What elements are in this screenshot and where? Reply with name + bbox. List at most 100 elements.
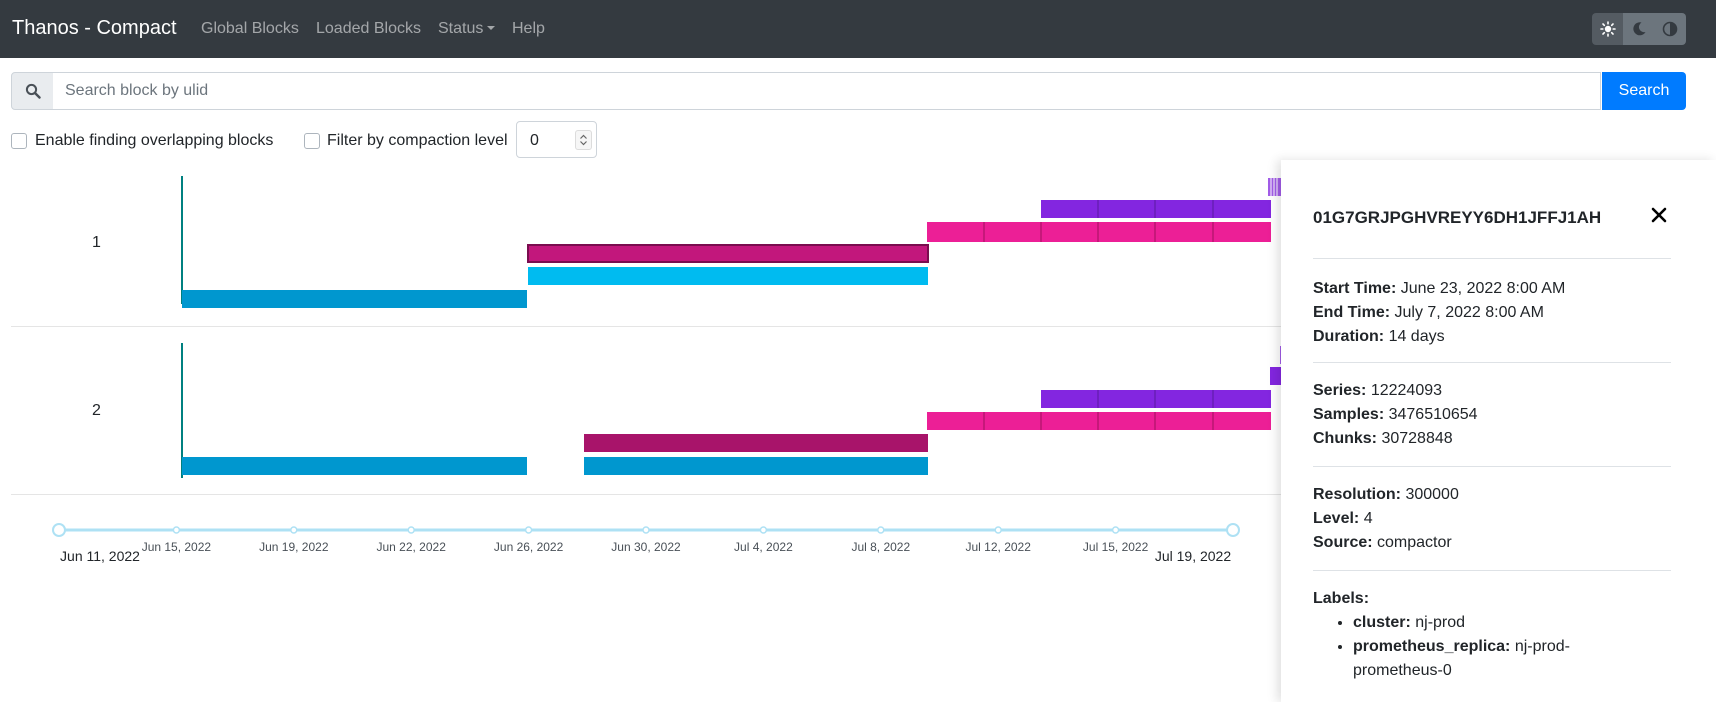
resolution-row: Resolution: 300000 [1313,483,1459,507]
block-bar[interactable] [182,457,527,475]
range-start-label: Jun 11, 2022 [60,548,140,564]
row-label: 2 [92,402,101,419]
duration-label: Duration: [1313,328,1385,345]
block-bar[interactable] [1041,200,1271,218]
compaction-checkbox[interactable] [304,133,320,149]
stats-info: Series: 12224093 Samples: 3476510654 Chu… [1313,379,1478,451]
axis-tick-mark [290,526,298,534]
overlap-checkbox[interactable] [11,133,27,149]
row-divider [11,494,1291,495]
axis-tick-label: Jul 12, 2022 [966,540,1032,554]
duration-row: Duration: 14 days [1313,325,1565,349]
meta-info: Resolution: 300000 Level: 4 Source: comp… [1313,483,1459,555]
label-value: nj-prod-prometheus-0 [1353,638,1570,679]
series-row: Series: 12224093 [1313,379,1478,403]
axis-tick-label: Jun 19, 2022 [259,540,329,554]
divider [1313,362,1671,363]
nav-help[interactable]: Help [512,20,545,37]
end-time-label: End Time: [1313,304,1391,321]
axis-tick-mark [524,526,533,534]
block-bar[interactable] [584,434,928,452]
series-value: 12224093 [1370,382,1443,399]
theme-dark-button[interactable] [1623,13,1654,45]
axis-tick-mark [877,526,885,534]
search-button[interactable]: Search [1602,72,1686,110]
samples-row: Samples: 3476510654 [1313,403,1478,427]
block-bar-group [927,412,1271,430]
row-label: 1 [92,234,101,251]
labels-info: Labels: cluster: nj-prod prometheus_repl… [1313,587,1583,683]
source-value: compactor [1377,534,1452,551]
series-label: Series: [1313,382,1367,399]
range-end-handle[interactable] [1226,523,1240,537]
axis-tick-label: Jun 30, 2022 [611,540,681,554]
resolution-label: Resolution: [1313,486,1401,503]
block-bar-selected[interactable] [527,244,929,263]
block-bar[interactable] [584,457,928,475]
compaction-level-stepper[interactable]: 0 [516,121,597,158]
moon-icon [1632,22,1645,36]
block-bar-group [1041,390,1271,408]
blocks-timeline: 1 2 [0,168,1291,568]
divider [1313,570,1671,571]
up-down-arrows-icon [580,134,587,146]
overlap-label[interactable]: Enable finding overlapping blocks [35,132,274,149]
samples-label: Samples: [1313,406,1385,423]
theme-light-button[interactable] [1592,13,1623,45]
chunks-row: Chunks: 30728848 [1313,427,1478,451]
block-bar[interactable] [927,222,1271,242]
label-key: prometheus_replica: [1353,638,1511,655]
axis-tick-label: Jul 8, 2022 [851,540,910,554]
block-bar-group [927,222,1271,242]
axis-tick-mark [642,526,650,534]
axis-tick-label: Jun 26, 2022 [494,540,564,554]
row-marker [181,343,183,478]
block-bar[interactable] [528,267,928,285]
labels-list: cluster: nj-prod prometheus_replica: nj-… [1313,611,1583,683]
block-bar[interactable] [182,290,527,308]
row-marker [181,176,183,304]
end-time-row: End Time: July 7, 2022 8:00 AM [1313,301,1565,325]
axis-tick-label: Jun 15, 2022 [142,540,212,554]
nav-loaded-blocks[interactable]: Loaded Blocks [316,20,421,37]
stepper-arrows[interactable] [575,130,592,150]
range-start-handle[interactable] [52,523,66,537]
axis-ticks: Jun 15, 2022 Jun 19, 2022 Jun 22, 2022 Jun … [142,526,1149,554]
row-divider [11,326,1291,327]
compaction-label[interactable]: Filter by compaction level [327,132,508,149]
theme-toggle-group [1592,13,1686,45]
axis-tick-mark [407,526,415,534]
axis-tick-mark [172,526,181,534]
level-value: 4 [1363,510,1373,527]
chevron-down-icon [487,26,496,30]
navbar: Thanos - Compact Global Blocks Loaded Bl… [0,0,1716,58]
close-button[interactable] [1646,202,1672,228]
block-id-title: 01G7GRJPGHVREYY6DH1JFFJ1AH [1313,208,1602,227]
samples-value: 3476510654 [1388,406,1478,423]
nav-global-blocks[interactable]: Global Blocks [201,20,299,37]
search-icon [25,83,41,99]
label-key: cluster: [1353,614,1411,631]
contrast-icon [1662,21,1678,37]
nav-status-label: Status [438,20,484,37]
axis-tick-mark [994,526,1002,534]
search-bar: Search [11,72,1686,110]
time-info: Start Time: June 23, 2022 8:00 AM End Ti… [1313,277,1565,349]
block-bar[interactable] [1041,390,1271,408]
axis-tick-label: Jul 4, 2022 [734,540,793,554]
close-icon [1651,207,1667,223]
range-end-label: Jul 19, 2022 [1155,548,1231,564]
block-details-panel: 01G7GRJPGHVREYY6DH1JFFJ1AH Start Time: J… [1281,160,1716,702]
label-item: cluster: nj-prod [1353,611,1583,635]
start-time-row: Start Time: June 23, 2022 8:00 AM [1313,277,1565,301]
block-bar[interactable] [927,412,1271,430]
app-brand[interactable]: Thanos - Compact [12,17,177,39]
search-addon [11,72,54,110]
search-input[interactable] [53,72,1601,110]
theme-auto-button[interactable] [1654,13,1686,45]
sun-icon [1599,21,1616,37]
divider [1313,466,1671,467]
block-bar-group [1041,200,1271,218]
nav-status-dropdown[interactable]: Status [438,20,496,38]
resolution-value: 300000 [1405,486,1459,503]
